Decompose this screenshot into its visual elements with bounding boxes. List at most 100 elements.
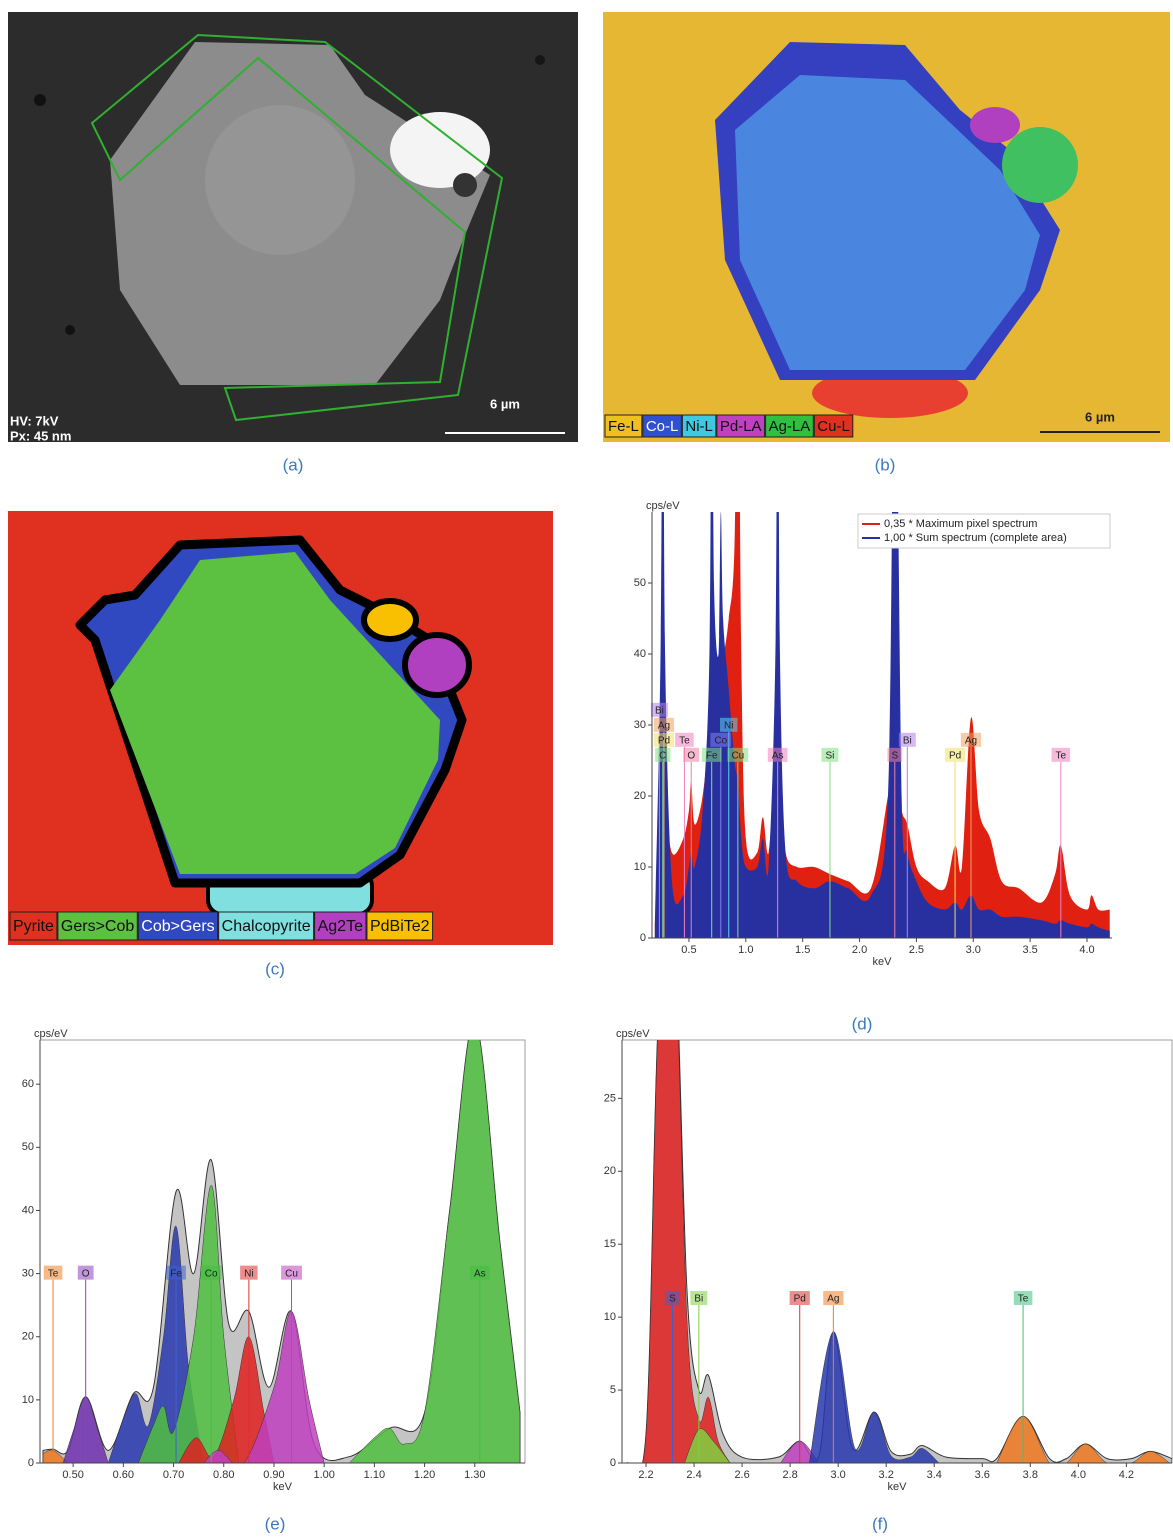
legend-label: Cob>Gers [141, 918, 214, 935]
x-tick-label: 2.8 [782, 1469, 797, 1481]
element-label: Bi [694, 1294, 703, 1305]
element-box [665, 1291, 680, 1306]
legend-label: 1,00 * Sum spectrum (complete area) [884, 532, 1067, 544]
y-tick-label: 20 [604, 1165, 616, 1177]
y-tick-label: 10 [22, 1394, 34, 1406]
element-box [823, 1291, 844, 1306]
element-label: Te [1018, 1294, 1029, 1305]
x-tick-label: 3.0 [966, 944, 981, 956]
element-box [944, 747, 966, 762]
element-box [789, 1291, 810, 1306]
element-label: S [891, 750, 898, 761]
grain-core [735, 75, 1040, 370]
x-tick-label: 4.0 [1071, 1469, 1086, 1481]
pore [65, 325, 75, 335]
element-box [655, 747, 671, 762]
y-tick-label: 30 [22, 1268, 34, 1280]
legend-label: Chalcopyrite [222, 918, 311, 935]
x-tick-label: 2.0 [852, 944, 867, 956]
element-box [710, 732, 732, 747]
element-label: Cu [285, 1268, 298, 1279]
y-tick-label: 25 [604, 1092, 616, 1104]
x-tick-label: 2.5 [909, 944, 924, 956]
x-tick-label: 3.6 [975, 1469, 990, 1481]
plot-content [654, 512, 1110, 938]
x-tick-label: 1.0 [738, 944, 753, 956]
pore [453, 173, 477, 197]
element-box [281, 1265, 302, 1280]
element-box [240, 1265, 258, 1280]
element-box [675, 732, 694, 747]
legend-label: Cu-L [817, 418, 850, 435]
element-label: Co [714, 735, 727, 746]
caption: (d) [852, 1014, 873, 1033]
legend-label: Gers>Cob [61, 918, 134, 935]
caption: (f) [872, 1514, 888, 1533]
element-label: As [474, 1268, 486, 1279]
spectrum-area [178, 1336, 275, 1463]
legend-swatch [604, 414, 643, 438]
x-axis-title: keV [888, 1481, 908, 1493]
pore [34, 94, 46, 106]
pdbite2-phase [361, 598, 419, 642]
element-box [650, 702, 668, 717]
x-tick-label: 3.0 [831, 1469, 846, 1481]
element-label: Te [679, 735, 690, 746]
x-tick-label: 3.8 [1023, 1469, 1038, 1481]
legend-box [857, 513, 1111, 549]
element-label: O [687, 750, 695, 761]
y-axis-title: cps/eV [646, 500, 680, 512]
element-box [469, 1265, 490, 1280]
legend-swatch [681, 414, 717, 438]
legend-swatch [716, 414, 766, 438]
spectrum-area [996, 1416, 1171, 1463]
element-box [1051, 747, 1071, 762]
x-tick-label: 1.5 [795, 944, 810, 956]
element-label: Ni [724, 720, 733, 731]
panel-c: (c) [8, 511, 553, 978]
y-tick-label: 50 [634, 577, 646, 589]
y-tick-label: 60 [22, 1078, 34, 1090]
caption: (c) [265, 959, 285, 978]
element-box [77, 1265, 94, 1280]
image-label: Px: 45 nm [10, 428, 71, 443]
x-tick-label: 0.5 [681, 944, 696, 956]
x-tick-label: 3.2 [879, 1469, 894, 1481]
legend-label: 0,35 * Maximum pixel spectrum [884, 518, 1037, 530]
element-label: S [669, 1294, 676, 1305]
y-tick-label: 0 [640, 932, 646, 944]
plot-content [626, 1040, 1172, 1463]
legend-swatch [765, 414, 814, 438]
pore [535, 55, 545, 65]
y-tick-label: 20 [22, 1331, 34, 1343]
scale-label: 6 µm [490, 396, 520, 411]
image-label: HV: 7kV [10, 413, 59, 428]
legend-swatch [57, 911, 138, 941]
y-tick-label: 30 [634, 719, 646, 731]
legend-label: Pyrite [13, 918, 54, 935]
y-tick-label: 20 [634, 790, 646, 802]
panel-b: 6 µm (b) [603, 12, 1170, 474]
element-box [727, 747, 749, 762]
spectrum-area [203, 1311, 325, 1463]
y-tick-label: 50 [22, 1141, 34, 1153]
y-tick-label: 0 [610, 1457, 616, 1469]
element-box [1013, 1291, 1033, 1306]
spectrum-area [348, 1040, 521, 1463]
element-box [683, 747, 700, 762]
element-box [720, 717, 738, 732]
element-label: Ag [827, 1294, 839, 1305]
spectrum-chart: S Bi Pd Ag Te 0 5 10 15 20 25 2.2 2.4 2.6 2.8 3.0 3.2 3.4… [604, 1028, 1173, 1493]
element-box [653, 717, 675, 732]
element-label: Bi [903, 735, 912, 746]
plot-area [621, 1039, 1173, 1464]
element-box [898, 732, 916, 747]
element-label: Pd [794, 1294, 806, 1305]
scale-label: 6 µm [1085, 409, 1115, 424]
legend-label: Ag2Te [318, 918, 363, 935]
element-label: Ni [244, 1268, 253, 1279]
element-box [960, 732, 982, 747]
grain-core [205, 105, 355, 255]
